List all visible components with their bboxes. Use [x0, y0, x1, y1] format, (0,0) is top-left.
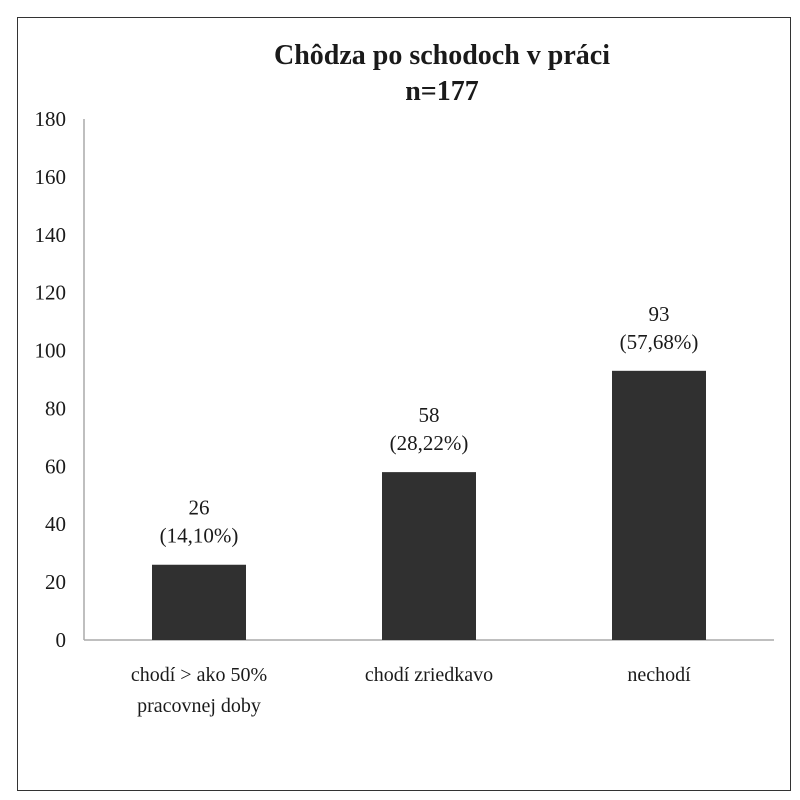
chart-title: Chôdza po schodoch v práci [274, 40, 610, 71]
data-label: 93 [649, 302, 670, 326]
bar [382, 472, 476, 640]
data-label: (28,22%) [390, 431, 469, 455]
y-tick-label: 60 [45, 454, 66, 478]
y-axis: 0 20 40 60 80 100 120 140 160 180 [35, 107, 774, 652]
category-label: chodí > ako 50% [131, 664, 267, 686]
y-tick-label: 80 [45, 396, 66, 420]
bar [612, 370, 706, 640]
data-label: 26 [189, 496, 210, 520]
data-labels: 26 (14,10%) 58 (28,22%) 93 (57,68%) [160, 302, 699, 548]
bar-chart: Chôdza po schodoch v práci n=177 0 20 40 60… [35, 40, 774, 717]
bar [152, 564, 246, 640]
y-tick-label: 40 [45, 512, 66, 536]
y-tick-label: 0 [56, 628, 67, 652]
category-label: chodí zriedkavo [365, 664, 493, 686]
y-tick-label: 120 [35, 281, 67, 305]
y-tick-label: 160 [35, 165, 67, 189]
category-label: nechodí [627, 664, 691, 686]
data-label: 58 [419, 403, 440, 427]
y-tick-label: 180 [35, 107, 67, 131]
data-label: (57,68%) [620, 330, 699, 354]
bars [152, 370, 706, 640]
y-tick-label: 20 [45, 570, 66, 594]
y-tick-label: 140 [35, 223, 67, 247]
y-tick-label: 100 [35, 339, 67, 363]
category-label: pracovnej doby [137, 695, 261, 717]
chart-subtitle: n=177 [405, 76, 479, 107]
chart-frame: Chôdza po schodoch v práci n=177 0 20 40 60… [17, 17, 791, 791]
x-axis-categories: chodí > ako 50% pracovnej doby chodí zried… [131, 664, 691, 717]
data-label: (14,10%) [160, 524, 239, 548]
